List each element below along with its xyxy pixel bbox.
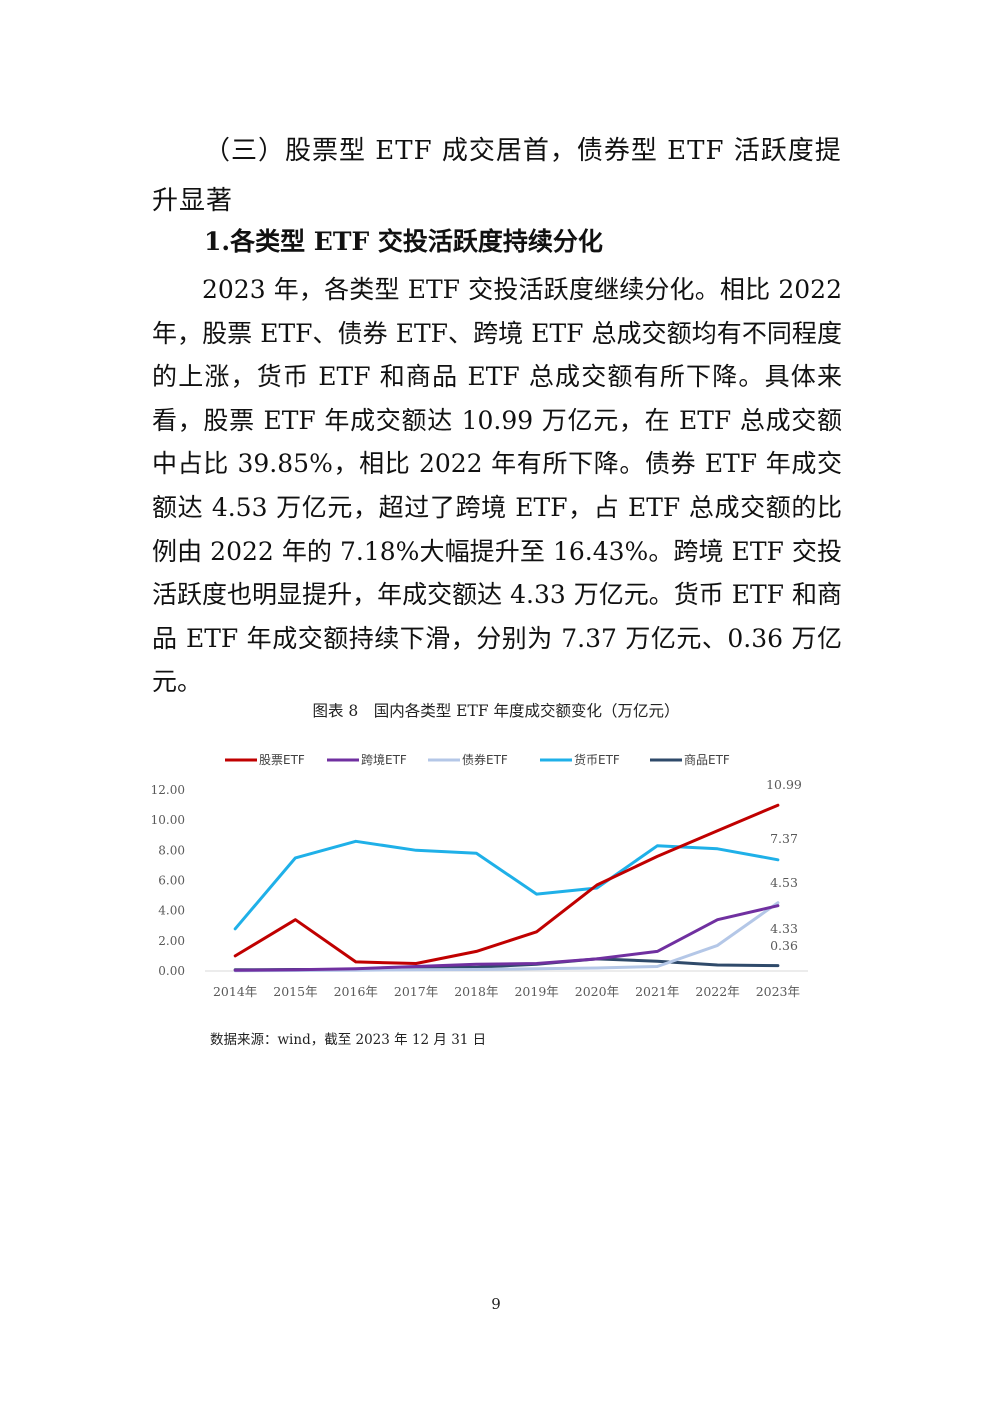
data-label: 7.37 [770, 831, 798, 846]
x-tick-label: 2021年 [635, 984, 679, 999]
subsection-heading: 1.各类型 ETF 交投活跃度持续分化 [204, 227, 603, 256]
x-tick-label: 2015年 [273, 984, 317, 999]
page-number: 9 [491, 1295, 501, 1313]
figure-caption: 图表 8 国内各类型 ETF 年度成交额变化（万亿元） [312, 702, 680, 720]
source-note: 数据来源：wind，截至 2023 年 12 月 31 日 [210, 1032, 487, 1048]
series-line [233, 901, 780, 973]
x-tick-label: 2014年 [213, 984, 257, 999]
y-tick-label: 10.00 [151, 813, 185, 827]
x-tick-label: 2016年 [334, 984, 378, 999]
x-tick-label: 2018年 [454, 984, 498, 999]
section-heading: （三）股票型 ETF 成交居首，债券型 ETF 活跃度提升显著 [152, 136, 842, 216]
series-line [233, 803, 780, 965]
legend-label: 跨境ETF [361, 752, 407, 767]
data-label: 0.36 [770, 938, 798, 953]
x-tick-label: 2019年 [514, 984, 558, 999]
data-label: 4.53 [770, 875, 798, 890]
x-tick-label: 2023年 [756, 984, 800, 999]
legend-label: 货币ETF [574, 752, 620, 767]
legend-label: 股票ETF [259, 753, 305, 767]
data-label: 4.33 [770, 921, 798, 936]
legend-label: 债券ETF [462, 752, 508, 767]
body-paragraph: 2023 年，各类型 ETF 交投活跃度继续分化。相比 2022 年，股票 ET… [152, 275, 842, 697]
y-tick-label: 8.00 [158, 843, 185, 857]
data-label: 10.99 [766, 777, 802, 792]
y-tick-label: 4.00 [158, 904, 185, 918]
y-tick-label: 6.00 [158, 874, 185, 888]
y-tick-label: 2.00 [158, 934, 185, 948]
x-tick-label: 2022年 [695, 984, 739, 999]
chart-svg: 0.00 2.00 4.00 6.00 8.00 10.00 12.00 2014年 2015年… [151, 752, 808, 999]
series-line [233, 904, 780, 972]
etf-turnover-line-chart: 0.00 2.00 4.00 6.00 8.00 10.00 12.00 2014年 2015年… [130, 742, 830, 1010]
series-line [233, 839, 780, 931]
y-tick-label: 0.00 [158, 964, 185, 978]
legend-label: 商品ETF [684, 752, 730, 767]
x-tick-label: 2020年 [575, 984, 619, 999]
y-tick-label: 12.00 [151, 783, 185, 797]
x-tick-label: 2017年 [394, 984, 438, 999]
